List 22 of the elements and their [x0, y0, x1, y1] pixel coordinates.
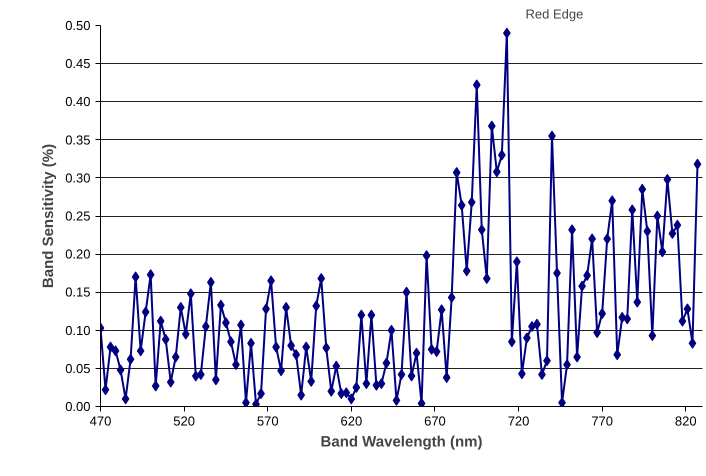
y-tick-label: 0.50 — [65, 18, 91, 33]
x-tick-label: 820 — [674, 414, 697, 428]
y-tick-label: 0.30 — [65, 170, 91, 186]
y-axis-title: Band Sensitivity (%) — [40, 144, 58, 288]
y-tick-label: 0.00 — [65, 399, 91, 414]
x-tick-label: 720 — [508, 414, 530, 428]
y-tick-label: 0.05 — [65, 360, 91, 376]
x-tick-label: 670 — [424, 414, 446, 428]
y-tick-label: 0.25 — [65, 208, 91, 224]
x-tick-label: 570 — [256, 414, 279, 428]
y-tick-label: 0.40 — [65, 94, 91, 110]
x-tick-label: 620 — [340, 414, 362, 428]
x-axis-title: Band Wavelength (nm) — [320, 434, 482, 450]
y-tick-label: 0.45 — [65, 56, 91, 72]
y-tick-label: 0.20 — [65, 246, 91, 262]
x-tick-label: 470 — [90, 414, 112, 428]
text: Red Edge — [526, 6, 584, 22]
y-tick-label: 0.35 — [65, 132, 91, 148]
x-tick-label: 520 — [173, 414, 195, 428]
y-tick-label: 0.10 — [65, 322, 91, 338]
y-tick-label: 0.15 — [65, 284, 91, 300]
x-tick-label: 770 — [591, 414, 614, 428]
